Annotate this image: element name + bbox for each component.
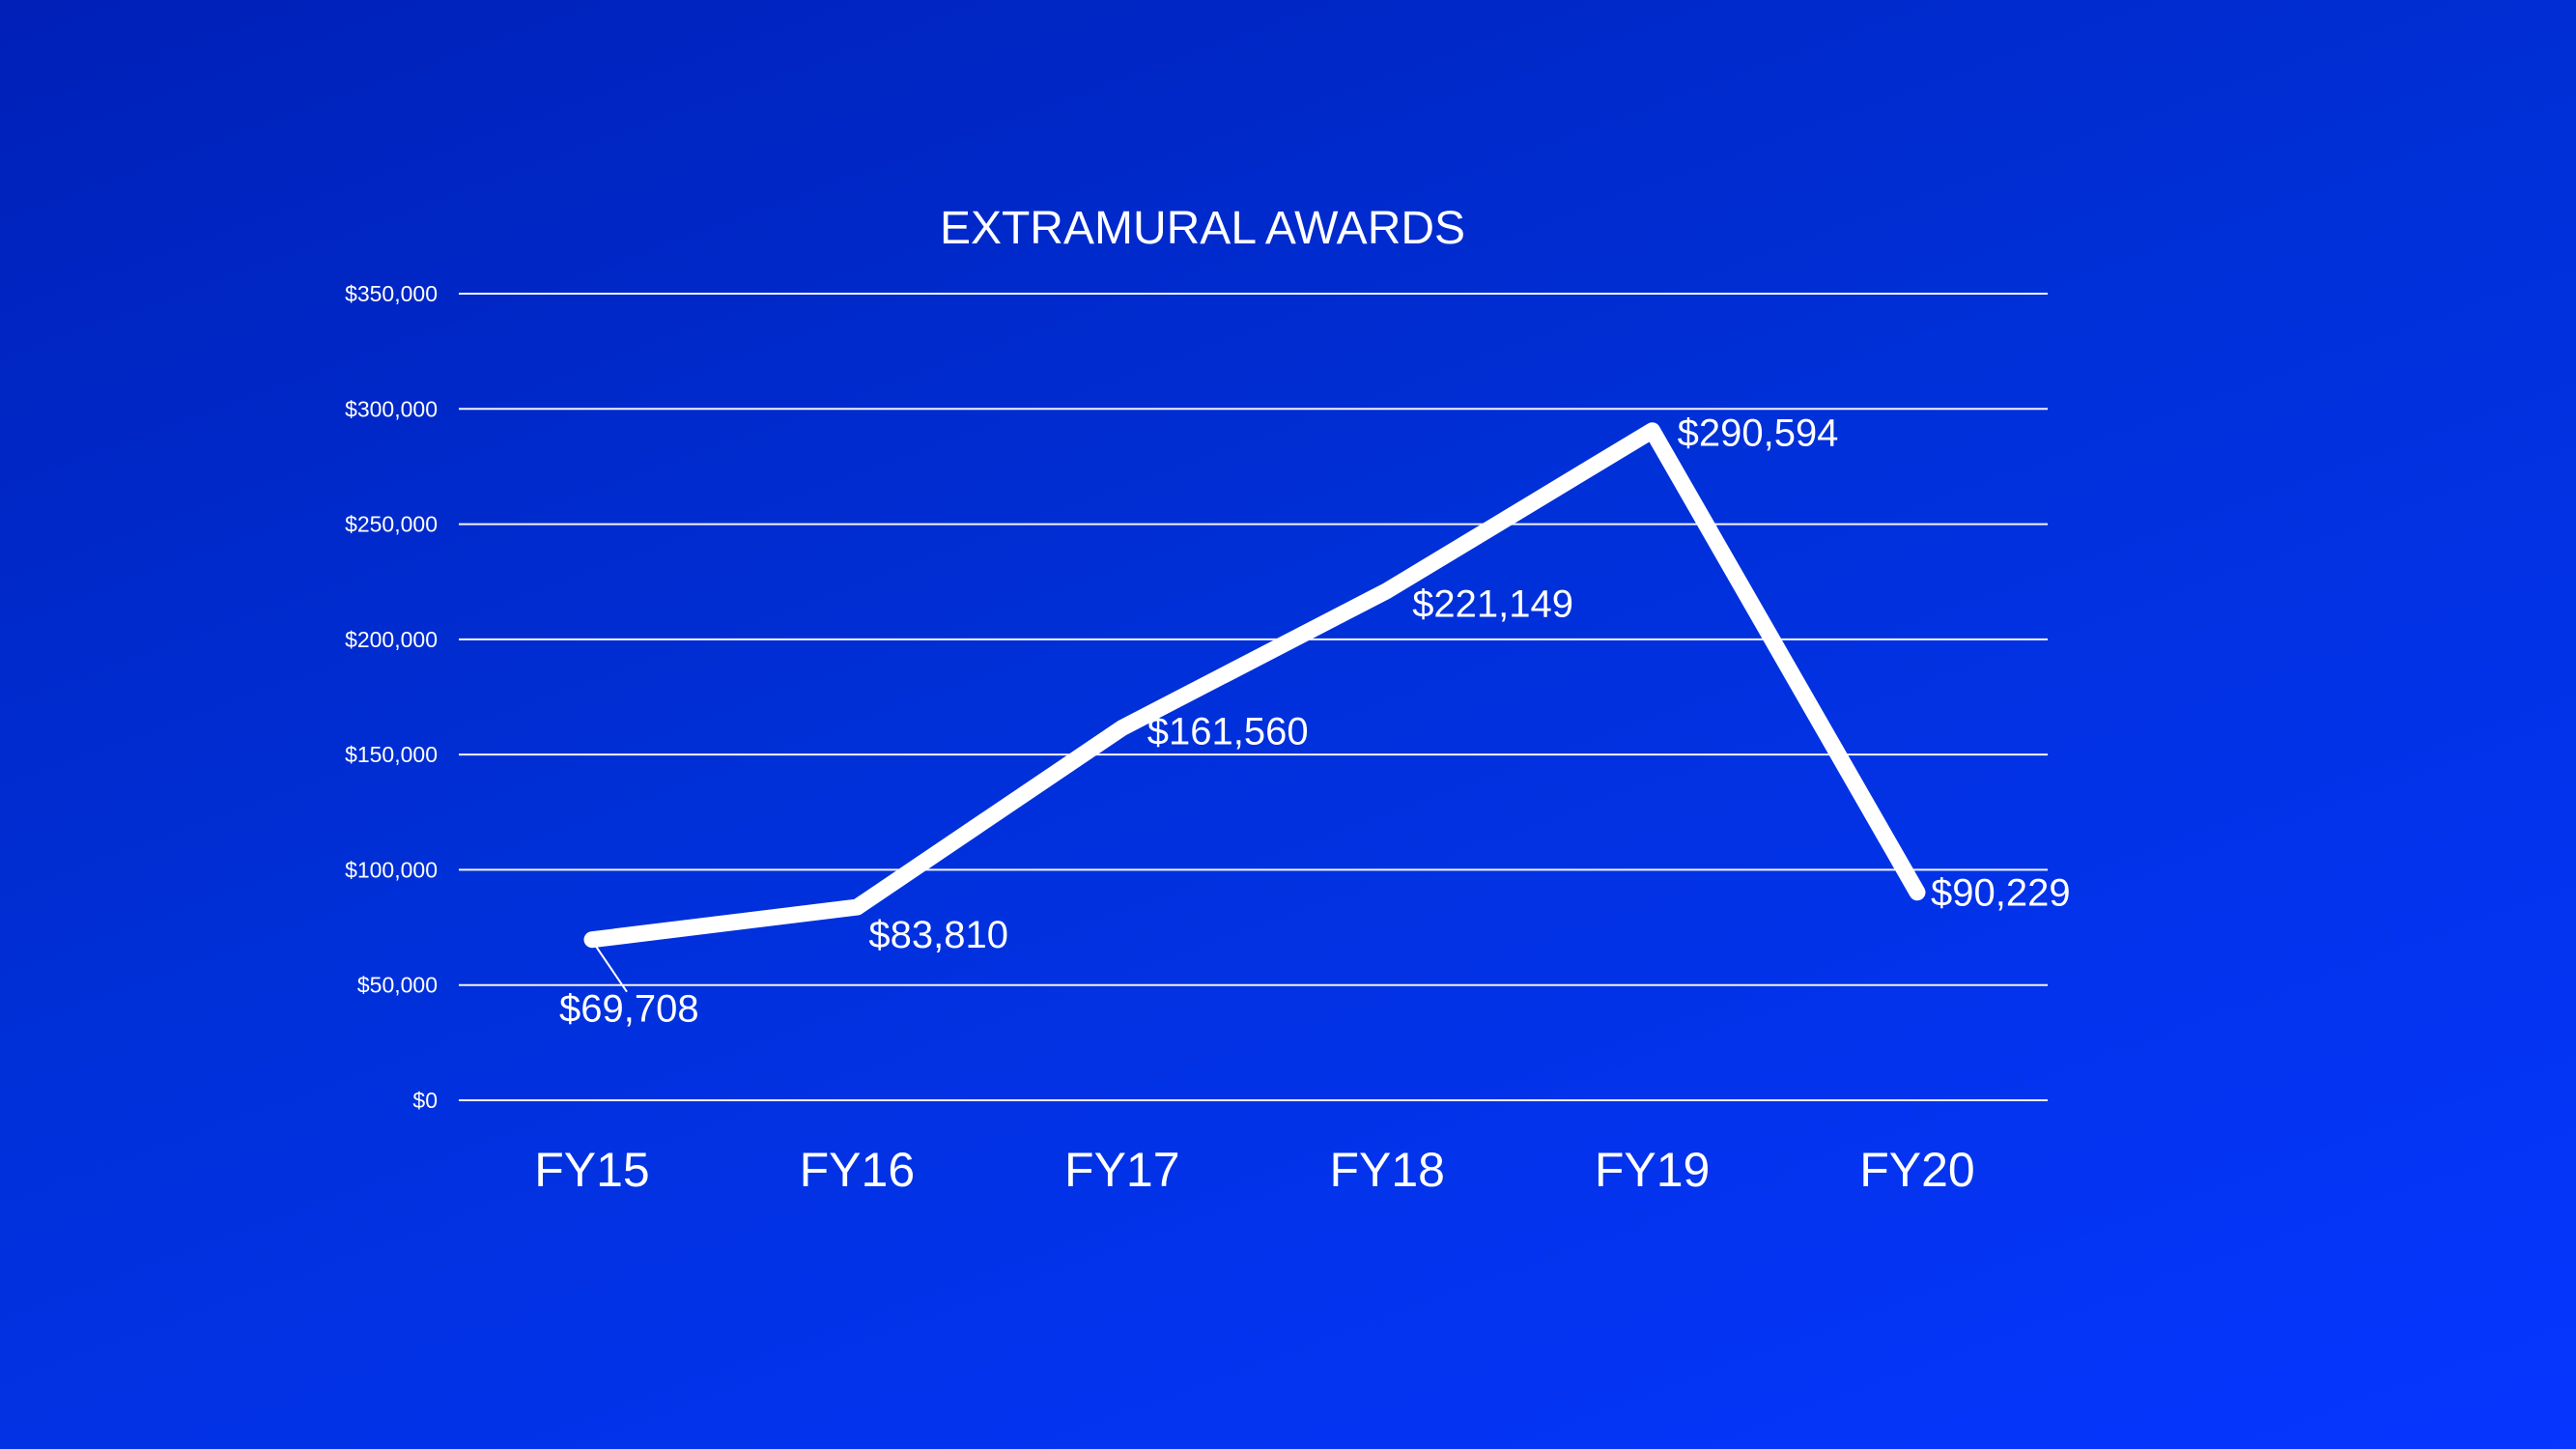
y-tick-label: $300,000 [345,396,438,421]
data-point [1379,582,1396,599]
data-label: $69,708 [559,988,699,1031]
x-tick-label: FY18 [1329,1143,1445,1197]
data-point [1644,422,1660,439]
data-labels: $69,708 $83,810 $161,560 $221,149 $290,594 $9… [559,412,2071,1031]
y-tick-label: $100,000 [345,857,438,882]
y-tick-label: $200,000 [345,627,438,652]
series-line-group [583,422,1926,949]
data-point [584,931,600,948]
x-tick-label: FY15 [534,1143,650,1197]
data-label: $83,810 [868,914,1008,956]
x-tick-label: FY17 [1064,1143,1180,1197]
data-point [849,899,865,916]
data-label: $161,560 [1147,711,1309,753]
y-axis-tick-labels: $0 $50,000 $100,000 $150,000 $200,000 $250,00… [345,281,438,1113]
data-point [1910,884,1925,900]
y-tick-label: $250,000 [345,512,438,537]
x-tick-label: FY16 [800,1143,916,1197]
data-label-leader [593,943,628,993]
series-line [583,422,1926,949]
x-axis-tick-labels: FY15 FY16 FY17 FY18 FY19 FY20 [534,1143,1975,1197]
gridlines [459,293,2048,1101]
data-label: $221,149 [1412,582,1573,625]
y-tick-label: $0 [412,1088,438,1113]
y-tick-label: $350,000 [345,281,438,306]
y-tick-label: $50,000 [357,973,438,998]
x-tick-label: FY20 [1859,1143,1975,1197]
y-tick-label: $150,000 [345,742,438,767]
data-label: $290,594 [1678,412,1839,455]
x-tick-label: FY19 [1595,1143,1711,1197]
data-label-leaders [593,943,628,993]
data-label: $90,229 [1931,872,2071,915]
data-point [1114,720,1130,736]
chart-title: EXTRAMURAL AWARDS [940,203,1465,254]
